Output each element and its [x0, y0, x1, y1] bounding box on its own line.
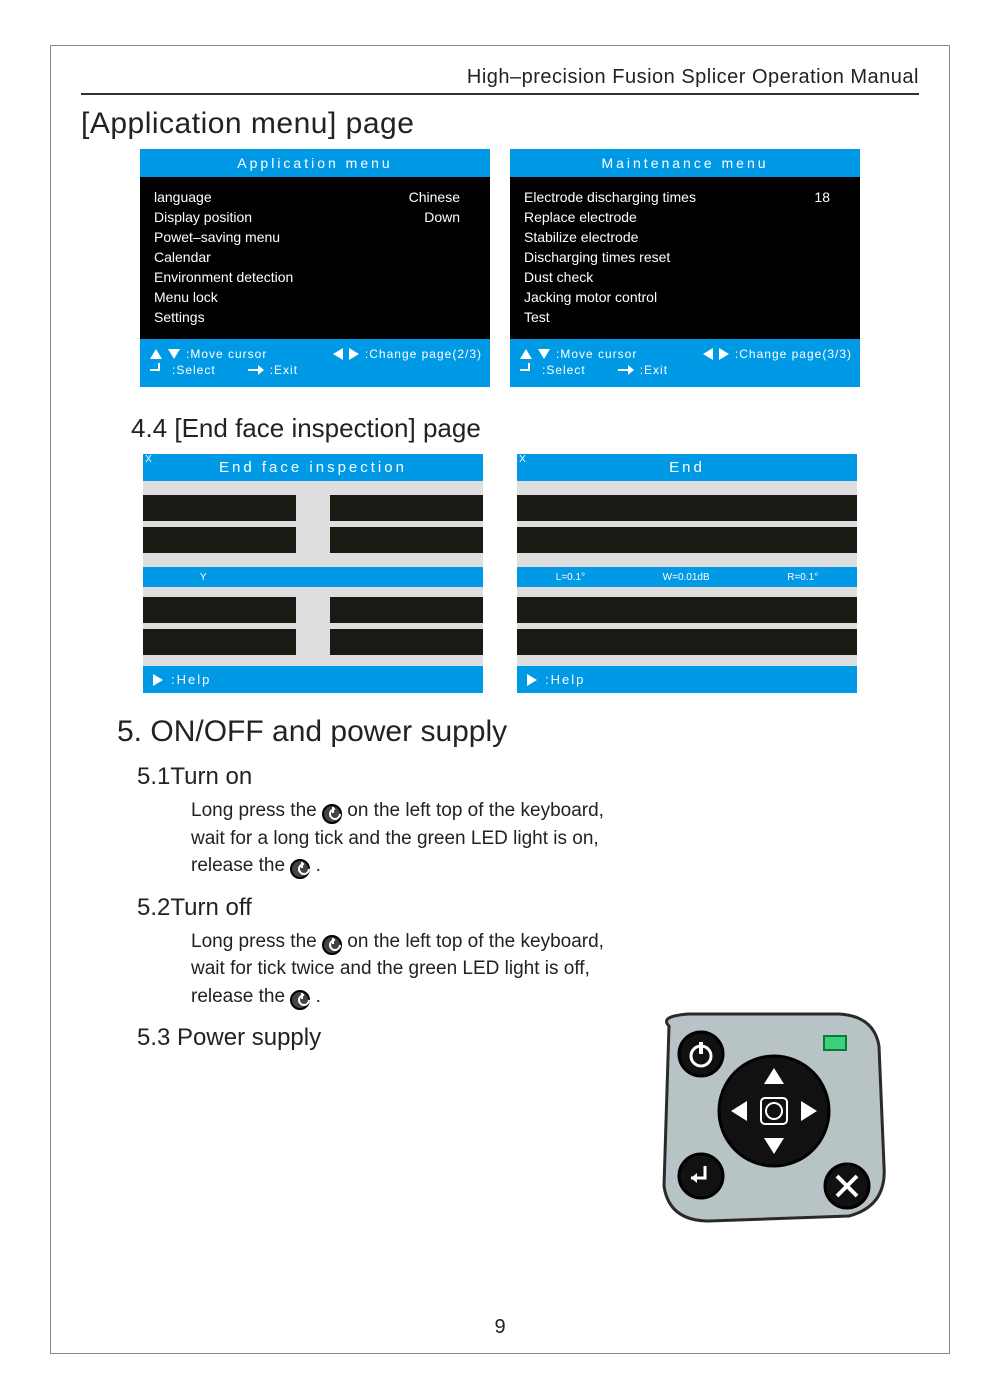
app-menu-footer: :Move cursor :Change page(2/3) :Select :… [140, 339, 490, 387]
menu-row: Jacking motor control [524, 287, 846, 307]
play-icon [153, 674, 163, 686]
fiber-segment [517, 629, 857, 655]
enter-button [679, 1154, 723, 1198]
menu-row: languageChinese [154, 187, 476, 207]
enter-icon [150, 363, 166, 377]
app-menu-title: Application menu [140, 149, 490, 177]
inspection-screen-left: X End face inspection Y :Help [143, 454, 483, 693]
led-indicator [824, 1036, 846, 1050]
maintenance-menu-screen: Maintenance menu Electrode discharging t… [510, 149, 860, 387]
menu-screens-row: Application menu languageChinese Display… [81, 149, 919, 387]
section-4-4-title: 4.4 [End face inspection] page [131, 413, 919, 444]
value-R: R=0.1° [787, 572, 818, 583]
maint-menu-title: Maintenance menu [510, 149, 860, 177]
arrow-up-icon [520, 349, 532, 359]
y-badge: Y [198, 572, 209, 583]
page-header: High–precision Fusion Splicer Operation … [81, 66, 919, 95]
menu-row: Electrode discharging times18 [524, 187, 846, 207]
x-badge: X [143, 454, 157, 481]
power-icon [290, 859, 310, 879]
section-title: [Application menu] page [81, 107, 919, 141]
fiber-segment [517, 597, 857, 623]
menu-row: Calendar [154, 247, 476, 267]
value-W: W=0.01dB [663, 572, 710, 583]
section-5-2-title: 5.2Turn off [137, 894, 919, 922]
menu-row: Test [524, 307, 846, 327]
menu-row: Replace electrode [524, 207, 846, 227]
menu-row: Discharging times reset [524, 247, 846, 267]
section-5-1-text: Long press the on the left top of the ke… [191, 797, 621, 880]
fiber-segment [517, 527, 857, 553]
fiber-segment [143, 597, 296, 623]
inspection-row: X End face inspection Y :Help [81, 454, 919, 693]
fiber-segment [330, 597, 483, 623]
fiber-segment [330, 495, 483, 521]
keypad-illustration [639, 1006, 889, 1226]
maint-menu-body: Electrode discharging times18 Replace el… [510, 177, 860, 339]
arrow-left-icon [703, 348, 713, 360]
x-badge: X [517, 454, 531, 481]
inspection-body: Y [143, 481, 483, 666]
section-5-2-text: Long press the on the left top of the ke… [191, 928, 621, 1011]
menu-row: Menu lock [154, 287, 476, 307]
menu-row: Dust check [524, 267, 846, 287]
arrow-down-icon [538, 349, 550, 359]
page-number: 9 [51, 1316, 949, 1339]
fiber-segment [143, 495, 296, 521]
power-icon [322, 804, 342, 824]
inspection-screen-right: X End L=0.1° W=0.01dB R=0.1° :Help [517, 454, 857, 693]
section-5-title: 5. ON/OFF and power supply [117, 715, 919, 749]
exit-icon [618, 363, 634, 377]
inspection-title: X End [517, 454, 857, 481]
menu-row: Settings [154, 307, 476, 327]
fiber-segment [143, 527, 296, 553]
exit-icon [248, 363, 264, 377]
section-5-1-title: 5.1Turn on [137, 763, 919, 791]
manual-page: High–precision Fusion Splicer Operation … [50, 45, 950, 1354]
maint-menu-footer: :Move cursor :Change page(3/3) :Select :… [510, 339, 860, 387]
inspection-footer: :Help [143, 666, 483, 693]
menu-row: Powet–saving menu [154, 227, 476, 247]
power-icon [290, 990, 310, 1010]
menu-row: Environment detection [154, 267, 476, 287]
enter-icon [520, 363, 536, 377]
app-menu-body: languageChinese Display positionDown Pow… [140, 177, 490, 339]
arrow-right-icon [719, 348, 729, 360]
arrow-right-icon [349, 348, 359, 360]
fiber-segment [143, 629, 296, 655]
arrow-up-icon [150, 349, 162, 359]
inspection-body: L=0.1° W=0.01dB R=0.1° [517, 481, 857, 666]
play-icon [527, 674, 537, 686]
fiber-segment [517, 495, 857, 521]
power-icon [322, 935, 342, 955]
fiber-segment [330, 629, 483, 655]
inspection-title: X End face inspection [143, 454, 483, 481]
value-L: L=0.1° [556, 572, 585, 583]
arrow-left-icon [333, 348, 343, 360]
fiber-segment [330, 527, 483, 553]
menu-row: Stabilize electrode [524, 227, 846, 247]
mid-band: Y [143, 567, 483, 587]
mid-band: L=0.1° W=0.01dB R=0.1° [517, 567, 857, 587]
inspection-footer: :Help [517, 666, 857, 693]
menu-row: Display positionDown [154, 207, 476, 227]
application-menu-screen: Application menu languageChinese Display… [140, 149, 490, 387]
arrow-down-icon [168, 349, 180, 359]
